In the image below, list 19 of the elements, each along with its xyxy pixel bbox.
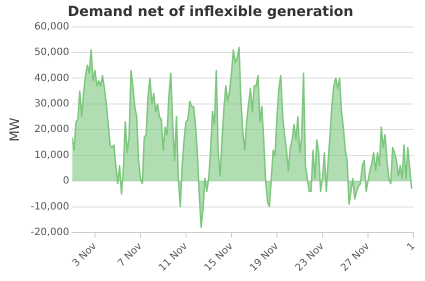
x-tick-label: 19 Nov xyxy=(248,240,281,274)
y-tick-label: -10,000 xyxy=(30,201,70,212)
y-tick-label: 10,000 xyxy=(34,150,70,161)
x-tick-label: 23 Nov xyxy=(294,240,327,274)
x-tick-label: 1 xyxy=(405,240,418,254)
y-tick-label: 20,000 xyxy=(34,124,70,136)
y-tick-label: 40,000 xyxy=(34,72,70,84)
y-tick-label: -20,000 xyxy=(30,227,70,238)
y-tick-label: 0 xyxy=(62,176,70,187)
x-tick-label: 3 Nov xyxy=(70,240,99,270)
y-axis-title: MW xyxy=(8,117,24,142)
x-tick-label: 15 Nov xyxy=(202,240,236,274)
y-tick-label: 50,000 xyxy=(34,47,70,58)
y-tick-label: 60,000 xyxy=(34,21,70,32)
x-tick-label: 11 Nov xyxy=(157,240,190,274)
y-tick-label: 30,000 xyxy=(34,98,70,110)
x-tick-label: 7 Nov xyxy=(116,240,144,270)
x-tick-label: 27 Nov xyxy=(339,240,372,274)
chart-title: Demand net of inflexible generation xyxy=(68,4,354,20)
